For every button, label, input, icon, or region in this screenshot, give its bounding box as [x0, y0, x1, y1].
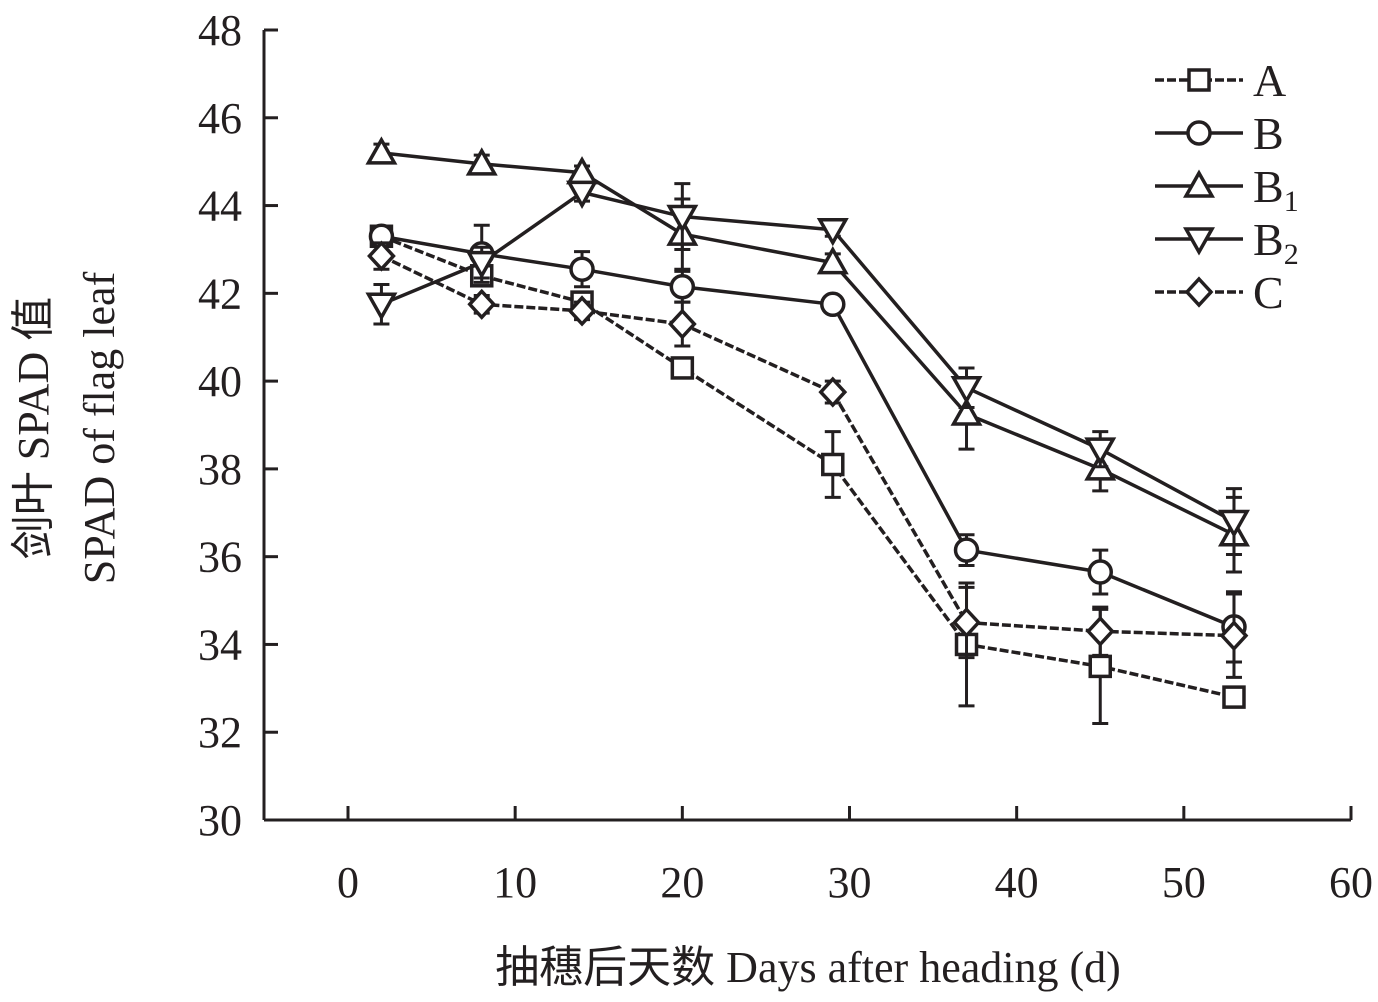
series-b1	[365, 136, 1250, 574]
y-tick-label: 30	[198, 796, 242, 845]
legend-label: B2	[1253, 214, 1299, 271]
data-point	[465, 147, 498, 176]
data-point	[566, 180, 599, 209]
series-line	[380, 234, 1235, 699]
data-point	[666, 204, 699, 234]
y-tick-label: 38	[198, 445, 242, 494]
data-point	[820, 291, 846, 318]
series-line	[380, 254, 1235, 638]
y-axis-title-en: SPAD of flag leaf	[75, 271, 124, 584]
legend-item-c: C	[1155, 267, 1284, 318]
legend-item-b: B	[1155, 108, 1284, 159]
data-point	[569, 256, 595, 282]
legend-label: B	[1253, 108, 1284, 159]
legend-label: B1	[1253, 161, 1299, 218]
data-point	[669, 274, 696, 300]
legend-marker	[1187, 68, 1211, 92]
y-tick-label: 48	[198, 6, 242, 55]
series-c	[367, 240, 1249, 679]
legend-marker	[1183, 227, 1215, 256]
data-point	[1088, 654, 1112, 679]
y-tick-label: 44	[198, 182, 242, 231]
x-tick-label: 60	[1329, 858, 1373, 907]
x-tick-label: 50	[1162, 858, 1206, 907]
series-line	[381, 151, 1235, 537]
data-point	[950, 397, 983, 426]
y-tick-label: 40	[198, 357, 242, 406]
legend-item-a: A	[1155, 55, 1286, 106]
legend-label: C	[1253, 267, 1284, 318]
data-point	[1217, 509, 1250, 539]
x-tick-label: 20	[660, 858, 704, 907]
data-point	[1087, 559, 1113, 585]
x-tick-label: 0	[337, 858, 359, 907]
data-point	[1085, 615, 1115, 647]
x-tick-label: 10	[493, 858, 537, 907]
legend-marker	[1186, 120, 1212, 146]
x-axis-title: 抽穗后天数 Days after heading (d)	[495, 943, 1121, 992]
data-point	[567, 295, 597, 327]
series-line	[381, 234, 1235, 629]
legend-marker	[1183, 169, 1215, 198]
data-point	[670, 356, 695, 380]
x-tick-label: 40	[995, 858, 1039, 907]
data-point	[467, 288, 497, 320]
legend-item-b1: B1	[1155, 161, 1299, 218]
data-point	[1084, 437, 1117, 466]
y-tick-label: 46	[198, 94, 242, 143]
data-point	[952, 606, 981, 639]
data-point	[816, 246, 849, 275]
y-tick-label: 42	[198, 269, 242, 318]
data-point	[821, 452, 845, 477]
series-b2	[365, 180, 1250, 556]
data-point	[667, 308, 697, 340]
data-point	[1222, 685, 1246, 709]
y-tick-label: 36	[198, 533, 242, 582]
legend-item-b2: B2	[1155, 214, 1299, 271]
data-point	[950, 375, 983, 405]
data-point	[367, 240, 396, 272]
data-point	[465, 250, 498, 280]
legend-marker	[1184, 276, 1214, 308]
series-line	[380, 190, 1235, 524]
data-point	[1219, 620, 1249, 652]
y-axis-title-cn: 剑叶 SPAD 值	[9, 297, 58, 559]
legend-label: A	[1253, 55, 1286, 106]
data-point	[365, 292, 398, 321]
y-tick-label: 32	[198, 708, 242, 757]
series-b	[368, 223, 1247, 664]
axes: 30 32 34 36 38 40 42 44 46 48 0 10 20 30 40 50 60	[198, 6, 1373, 907]
data-point	[816, 217, 849, 247]
series-layer	[365, 136, 1250, 725]
data-point	[365, 136, 398, 165]
x-tick-label: 30	[828, 858, 872, 907]
data-point	[818, 376, 848, 408]
y-tick-label: 34	[198, 620, 242, 669]
data-point	[953, 537, 980, 563]
